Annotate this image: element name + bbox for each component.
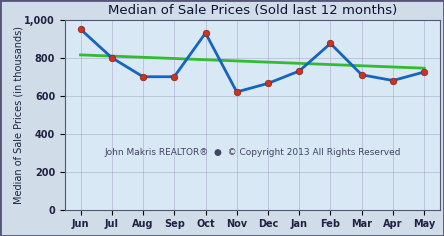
Point [296,69,303,73]
Point [265,81,272,85]
Point [233,90,240,94]
Point [202,31,209,35]
Point [327,42,334,45]
Point [420,70,428,74]
Text: John Makris REALTOR®  ●  © Copyright 2013 All Rights Reserved: John Makris REALTOR® ● © Copyright 2013 … [104,148,400,157]
Point [389,79,396,82]
Point [170,75,178,79]
Y-axis label: Median of Sale Prices (in thousands): Median of Sale Prices (in thousands) [13,26,23,204]
Point [358,73,365,77]
Title: Median of Sale Prices (Sold last 12 months): Median of Sale Prices (Sold last 12 mont… [108,4,397,17]
Point [139,75,147,79]
Point [108,56,115,60]
Point [77,27,84,31]
